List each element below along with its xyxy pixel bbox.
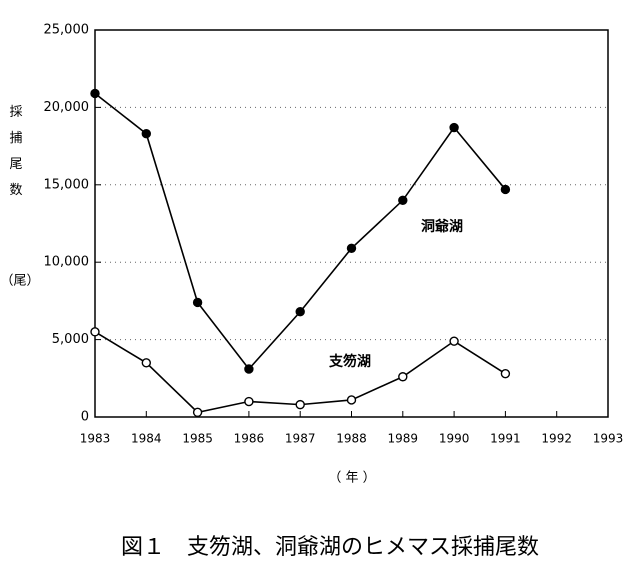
y-tick-label: 25,000 xyxy=(44,23,90,38)
point xyxy=(398,195,408,205)
point xyxy=(192,407,203,418)
y-axis-unit: （尾） xyxy=(0,274,39,289)
point xyxy=(90,327,100,337)
x-tick-label: 1985 xyxy=(182,432,213,446)
point xyxy=(90,88,100,99)
x-tick-label: 1991 xyxy=(490,432,521,446)
x-tick-label: 1988 xyxy=(336,432,367,446)
point xyxy=(398,372,408,382)
point xyxy=(500,184,511,195)
point xyxy=(449,336,459,346)
series-label: 洞爺湖 xyxy=(421,218,463,235)
point xyxy=(500,368,511,379)
y-axis-label: 採捕尾数 xyxy=(9,105,22,198)
x-axis-label: （ 年 ） xyxy=(328,471,375,486)
x-tick-label: 1986 xyxy=(234,432,265,446)
point xyxy=(141,358,152,368)
x-tick-label: 1984 xyxy=(131,432,162,446)
x-tick-label: 1983 xyxy=(80,432,111,446)
point xyxy=(192,297,203,308)
y-tick-label: 10,000 xyxy=(44,255,90,270)
point xyxy=(346,243,357,253)
y-tick-label: 20,000 xyxy=(44,100,90,115)
point xyxy=(449,122,459,133)
plot-frame xyxy=(94,29,609,418)
x-tick-label: 1989 xyxy=(388,432,419,446)
caption: 図１ 支笏湖、洞爺湖のヒメマス採捕尾数 xyxy=(121,535,539,560)
point xyxy=(244,364,254,374)
point xyxy=(141,129,152,139)
x-tick-label: 1987 xyxy=(285,432,316,446)
point xyxy=(295,307,305,317)
y-tick-label: 15,000 xyxy=(44,177,90,192)
point xyxy=(244,396,254,407)
series-label: 支笏湖 xyxy=(328,353,371,370)
y-tick-label: 0 xyxy=(81,410,89,425)
x-tick-label: 1992 xyxy=(541,432,572,446)
point xyxy=(346,395,357,405)
x-tick-label: 1990 xyxy=(439,432,470,446)
y-tick-label: 5,000 xyxy=(52,332,89,347)
x-tick-label: 1993 xyxy=(593,432,624,446)
point xyxy=(295,399,305,410)
